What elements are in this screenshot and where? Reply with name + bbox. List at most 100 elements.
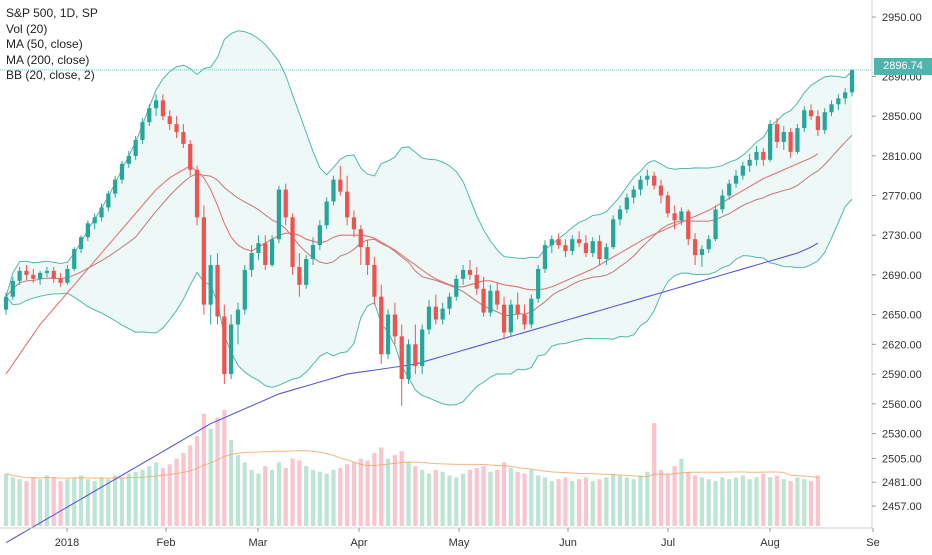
candle-body xyxy=(133,139,138,156)
indicator-ma200[interactable]: MA (200, close) xyxy=(6,52,90,67)
volume-bar xyxy=(508,467,513,526)
volume-bar xyxy=(440,471,445,526)
volume-bar xyxy=(269,469,275,526)
candle-body xyxy=(611,219,616,248)
candle-body xyxy=(249,253,254,270)
indicator-volume[interactable]: Vol (20) xyxy=(6,21,48,36)
volume-bar xyxy=(706,479,711,526)
chart-legend: S&P 500, 1D, SP Vol (20) MA (50, close) … xyxy=(6,6,98,84)
volume-bar xyxy=(24,481,29,526)
candle-body xyxy=(829,104,834,113)
x-tick-label: Aug xyxy=(760,537,780,549)
candle-body xyxy=(665,195,670,214)
y-tick-label: 2560.00 xyxy=(882,399,922,411)
volume-bar xyxy=(672,466,677,526)
volume-bar xyxy=(126,473,131,526)
volume-bar xyxy=(501,462,507,526)
volume-bar xyxy=(78,475,84,526)
volume-bar xyxy=(420,469,425,526)
volume-bar xyxy=(761,473,766,526)
volume-bar xyxy=(153,462,159,526)
volume-bar xyxy=(536,475,541,526)
volume-bar xyxy=(713,481,718,526)
candle-body xyxy=(160,100,166,117)
volume-bar xyxy=(727,479,732,526)
candle-body xyxy=(78,237,84,250)
candle-body xyxy=(836,98,841,105)
volume-bar xyxy=(235,454,241,526)
volume-bar xyxy=(181,453,186,526)
volume-bar xyxy=(358,458,363,526)
candle-body xyxy=(365,247,370,265)
volume-bar xyxy=(611,473,616,526)
volume-bar xyxy=(10,477,15,526)
candle-body xyxy=(51,270,56,279)
volume-bar xyxy=(249,469,254,526)
candle-body xyxy=(536,268,541,299)
y-tick-label: 2505.00 xyxy=(882,453,922,465)
volume-bar xyxy=(638,475,643,526)
volume-bar xyxy=(133,471,138,526)
candle-body xyxy=(597,241,602,260)
x-tick-label: Jul xyxy=(661,537,675,549)
candle-body xyxy=(604,247,609,260)
candle-body xyxy=(849,69,855,93)
candle-body xyxy=(229,324,234,375)
y-tick-label: 2810.00 xyxy=(882,151,922,163)
volume-bar xyxy=(563,477,568,526)
volume-bar xyxy=(310,469,316,526)
volume-bar xyxy=(699,477,705,526)
candle-body xyxy=(413,344,418,367)
candle-body xyxy=(495,290,500,305)
x-tick-label: Feb xyxy=(157,537,176,549)
candle-body xyxy=(740,165,745,176)
y-tick-label: 2457.00 xyxy=(882,501,922,513)
candle-body xyxy=(583,243,589,254)
candle-body xyxy=(447,296,452,309)
volume-bar xyxy=(788,481,793,526)
candle-body xyxy=(106,193,111,208)
candle-body xyxy=(481,288,486,313)
volume-bar xyxy=(488,471,493,526)
volume-bar xyxy=(222,409,227,526)
volume-bar xyxy=(481,466,486,526)
candle-body xyxy=(392,314,398,337)
ma200-line xyxy=(5,242,819,544)
candle-body xyxy=(235,309,241,325)
volume-bar xyxy=(106,479,111,526)
candle-body xyxy=(440,308,445,320)
volume-bar xyxy=(174,458,179,526)
indicator-ma50[interactable]: MA (50, close) xyxy=(6,37,83,51)
volume-bar xyxy=(802,479,807,526)
volume-bar xyxy=(119,477,125,526)
candle-body xyxy=(351,217,357,230)
volume-bar xyxy=(160,467,166,526)
candle-body xyxy=(10,280,15,297)
volume-bar xyxy=(242,462,247,526)
candle-body xyxy=(795,128,800,152)
candle-body xyxy=(256,243,261,254)
candle-body xyxy=(194,169,200,218)
volume-bar xyxy=(515,471,520,526)
candle-body xyxy=(174,124,179,133)
candle-body xyxy=(37,272,43,279)
indicator-bollinger[interactable]: BB (20, close, 2) xyxy=(6,68,95,82)
volume-bar xyxy=(208,428,213,526)
volume-bar xyxy=(495,469,500,526)
bollinger-fill xyxy=(6,30,852,406)
candle-body xyxy=(433,306,438,320)
candle-body xyxy=(467,269,473,275)
candle-body xyxy=(385,314,391,355)
volume-bar xyxy=(576,479,582,526)
price-axis-panel xyxy=(872,0,932,550)
candle-body xyxy=(699,249,705,256)
volume-bar xyxy=(597,479,602,526)
candle-body xyxy=(815,116,821,131)
volume-bar xyxy=(85,479,90,526)
candle-body xyxy=(167,116,172,125)
candle-body xyxy=(781,132,786,142)
volume-bar xyxy=(283,467,288,526)
candle-body xyxy=(317,225,322,246)
